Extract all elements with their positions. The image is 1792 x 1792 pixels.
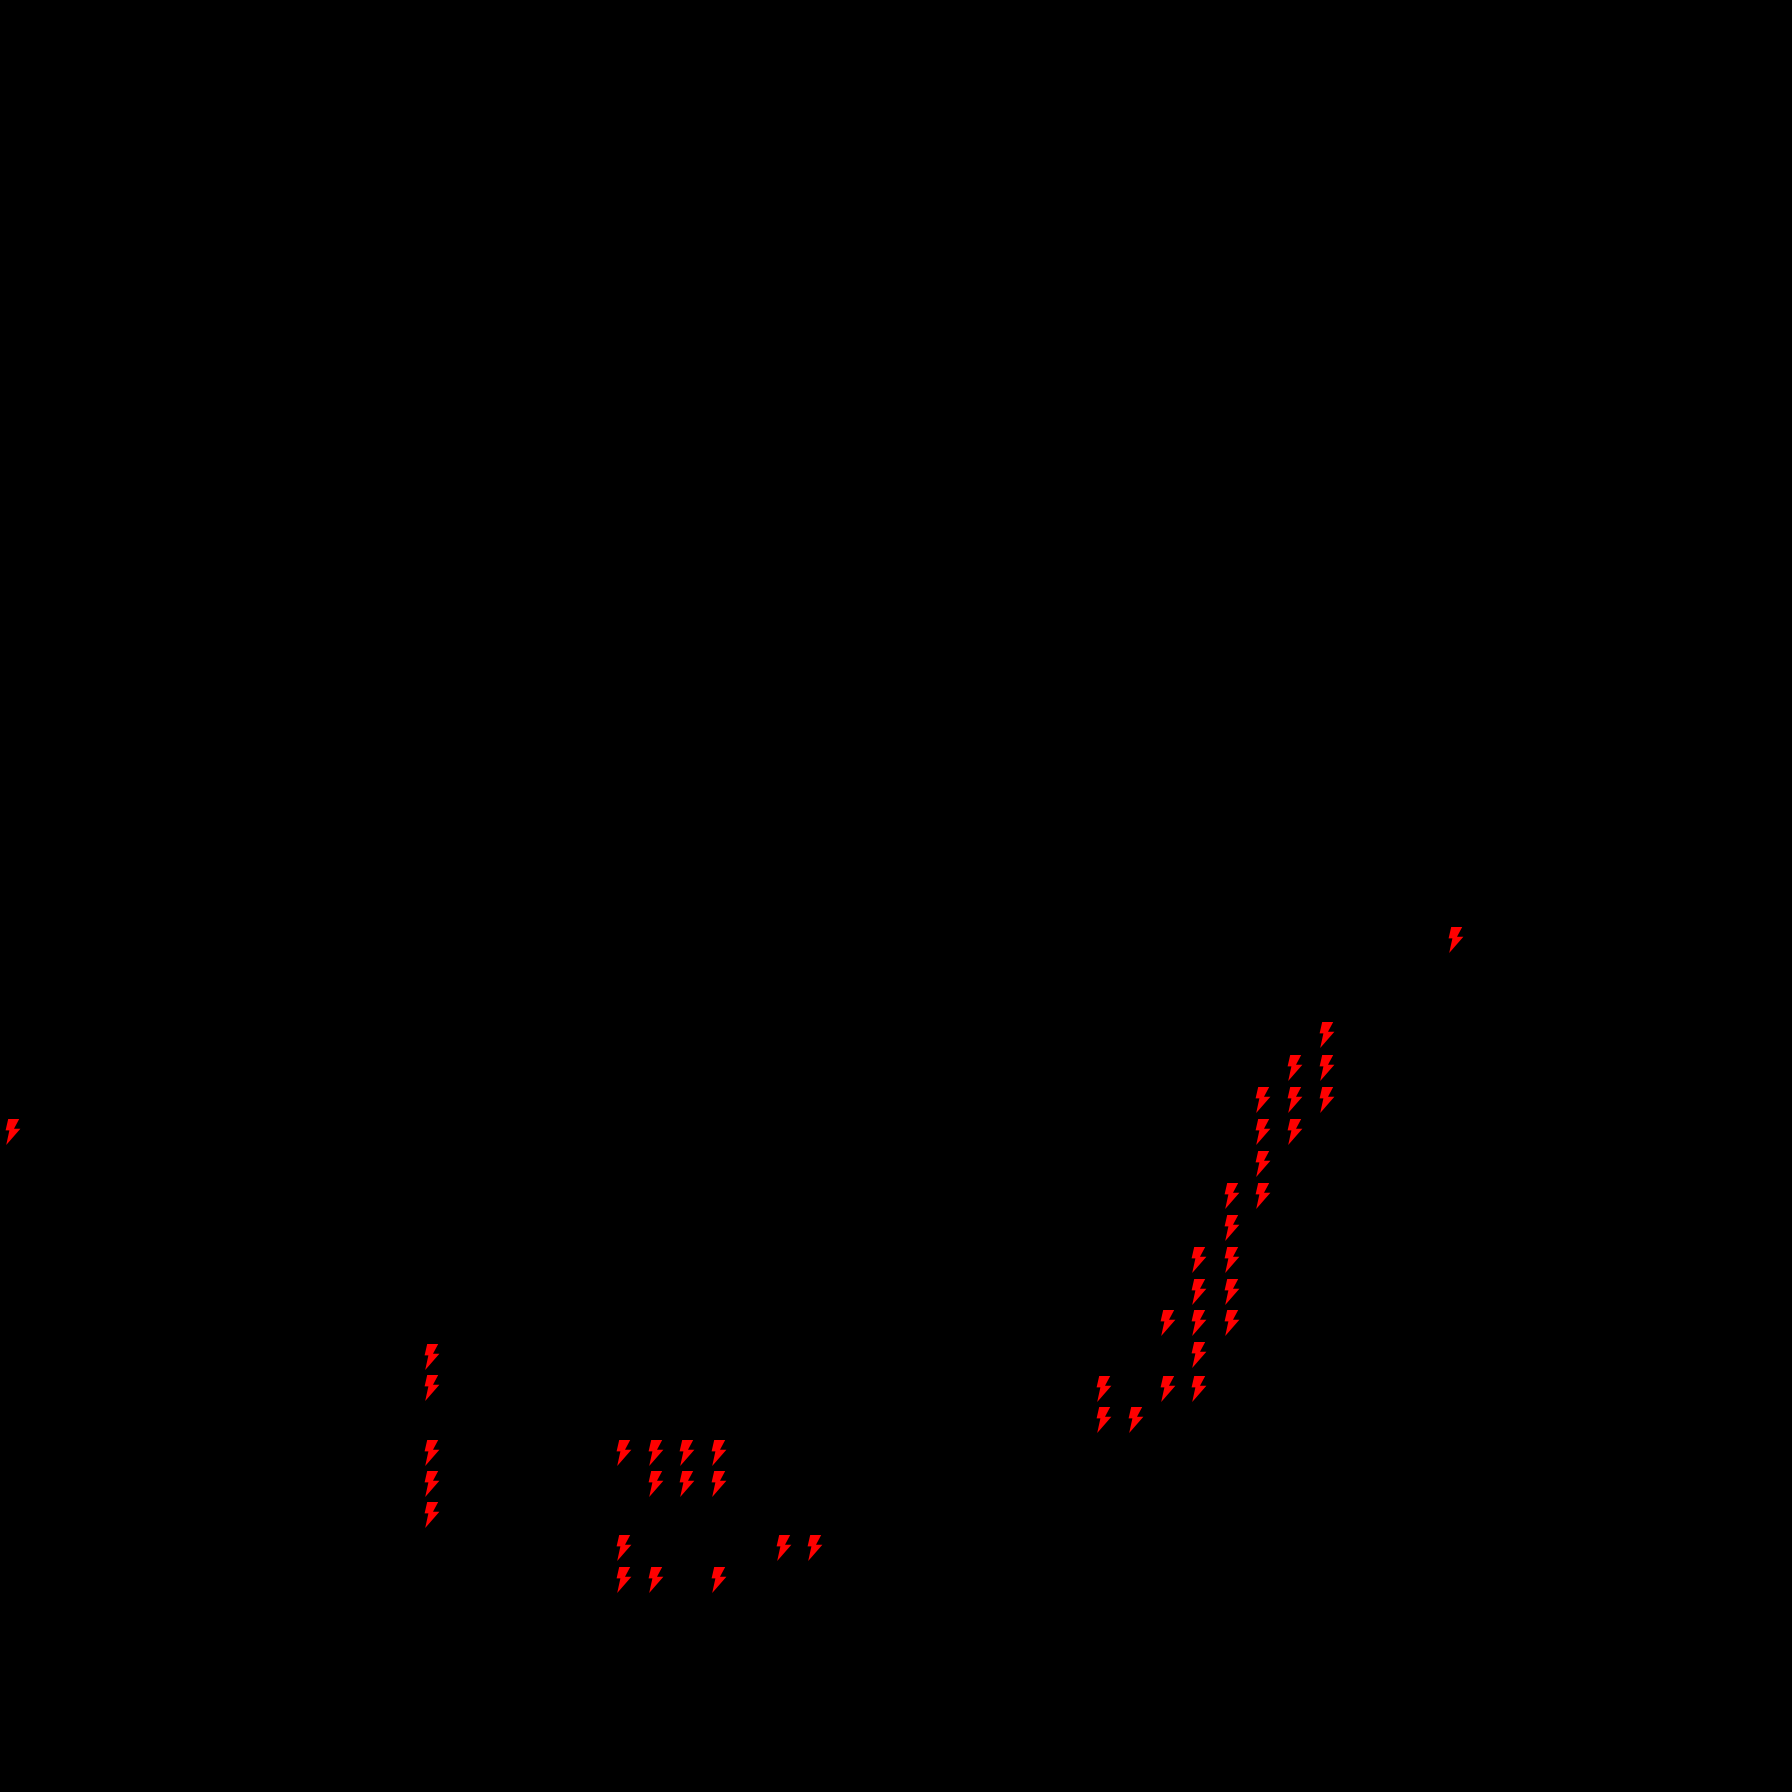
lightning-bolt-icon	[424, 1502, 440, 1528]
lightning-bolt-icon	[648, 1440, 664, 1466]
lightning-bolt-icon	[1287, 1055, 1303, 1081]
lightning-bolt-icon	[1128, 1407, 1144, 1433]
lightning-bolt-icon	[1191, 1310, 1207, 1336]
lightning-bolt-icon	[1191, 1342, 1207, 1368]
lightning-bolt-icon	[1191, 1247, 1207, 1273]
lightning-bolt-icon	[648, 1567, 664, 1593]
lightning-bolt-icon	[1255, 1151, 1271, 1177]
lightning-bolt-icon	[424, 1440, 440, 1466]
lightning-bolt-icon	[1224, 1183, 1240, 1209]
lightning-bolt-icon	[648, 1471, 664, 1497]
lightning-bolt-icon	[1096, 1407, 1112, 1433]
lightning-bolt-icon	[679, 1471, 695, 1497]
lightning-bolt-icon	[616, 1440, 632, 1466]
lightning-bolt-icon	[1191, 1279, 1207, 1305]
lightning-bolt-icon	[1224, 1247, 1240, 1273]
lightning-bolt-icon	[1224, 1279, 1240, 1305]
lightning-bolt-icon	[1287, 1087, 1303, 1113]
lightning-bolt-icon	[1096, 1376, 1112, 1402]
lightning-bolt-icon	[776, 1535, 792, 1561]
lightning-bolt-icon	[616, 1535, 632, 1561]
lightning-bolt-icon	[424, 1471, 440, 1497]
lightning-bolt-icon	[1319, 1022, 1335, 1048]
lightning-bolt-icon	[1255, 1087, 1271, 1113]
lightning-bolt-icon	[424, 1375, 440, 1401]
lightning-bolt-icon	[679, 1440, 695, 1466]
lightning-bolt-icon	[1448, 927, 1464, 953]
lightning-bolt-icon	[1255, 1119, 1271, 1145]
lightning-bolt-icon	[616, 1567, 632, 1593]
lightning-bolt-icon	[1319, 1055, 1335, 1081]
lightning-bolt-icon	[1160, 1310, 1176, 1336]
lightning-bolt-icon	[807, 1535, 823, 1561]
lightning-bolt-icon	[1224, 1215, 1240, 1241]
lightning-bolt-icon	[711, 1440, 727, 1466]
lightning-bolt-icon	[1160, 1376, 1176, 1402]
lightning-bolt-icon	[1255, 1183, 1271, 1209]
lightning-bolt-icon	[1319, 1087, 1335, 1113]
lightning-bolt-icon	[1224, 1310, 1240, 1336]
lightning-bolt-icon	[1287, 1119, 1303, 1145]
lightning-bolt-icon	[5, 1119, 21, 1145]
lightning-bolt-icon	[424, 1344, 440, 1370]
lightning-bolt-icon	[1191, 1376, 1207, 1402]
lightning-bolt-icon	[711, 1567, 727, 1593]
lightning-bolt-icon	[711, 1471, 727, 1497]
